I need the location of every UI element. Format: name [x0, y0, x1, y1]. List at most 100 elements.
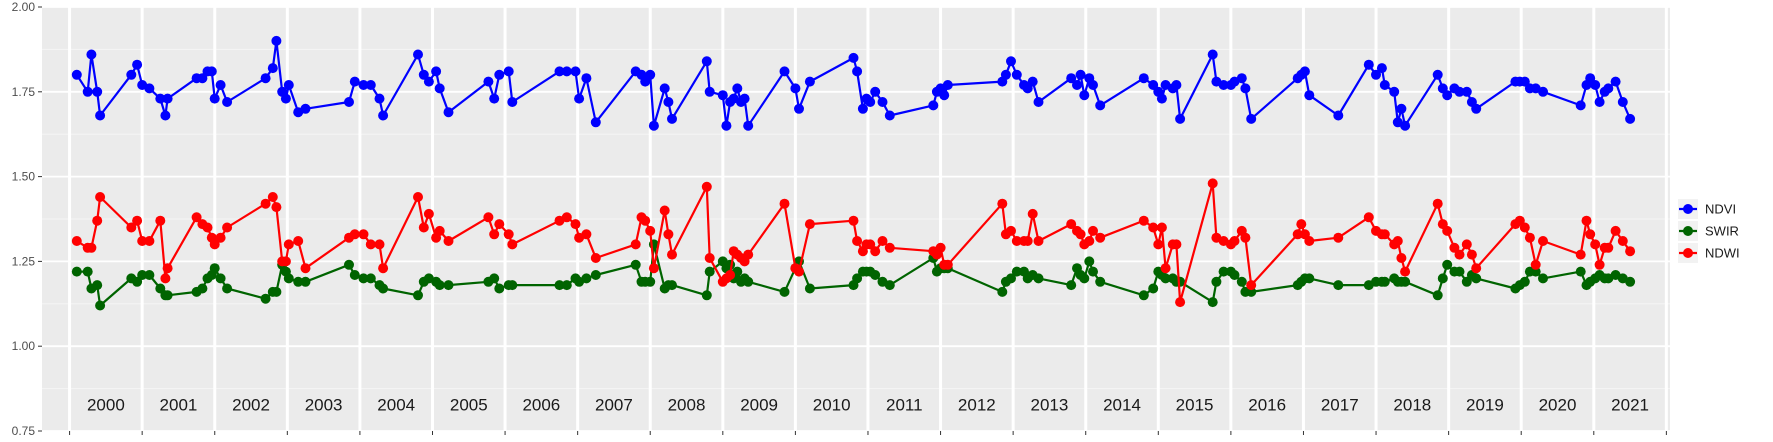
ndwi-point [630, 239, 641, 250]
ndwi-point [191, 212, 202, 223]
ndvi-point [1625, 113, 1636, 124]
ndvi-point [645, 69, 656, 80]
swir-point [701, 290, 712, 301]
series-ndwi [71, 178, 1636, 308]
ndvi-point [743, 120, 754, 131]
ndvi-point [1363, 59, 1374, 70]
ndvi-point [574, 93, 585, 104]
y-tick-label: 2.00 [12, 0, 36, 14]
ndwi-point [1471, 263, 1482, 274]
ndvi-point [1246, 113, 1257, 124]
ndvi-point [1379, 80, 1390, 90]
ndwi-point [365, 239, 376, 250]
ndwi-point [804, 219, 815, 230]
ndwi-point [1524, 232, 1535, 243]
ndwi-point [413, 192, 423, 202]
ndvi-point [1148, 80, 1159, 90]
ndvi-point [1610, 76, 1621, 87]
ndvi-point [358, 80, 369, 90]
ndvi-point [144, 83, 155, 94]
ndwi-point [1333, 232, 1344, 243]
ndwi-point [160, 273, 171, 284]
swir-point [1454, 266, 1465, 277]
ndvi-point [503, 66, 514, 77]
swir-point [667, 280, 677, 291]
swir-point [365, 273, 376, 284]
ndwi-point [267, 192, 278, 202]
ndvi-point [1396, 103, 1407, 114]
ndwi-point [659, 205, 670, 216]
ndvi-point [667, 113, 677, 124]
ndvi-point [283, 80, 294, 90]
ndvi-point [267, 63, 278, 74]
ndvi-point [1603, 83, 1614, 94]
ndvi-point [790, 83, 801, 94]
ndwi-point [848, 215, 859, 226]
ndwi-point [144, 236, 155, 246]
ndwi-point [1585, 229, 1596, 240]
ndvi-point [704, 86, 715, 97]
ndwi-point [86, 242, 97, 253]
swir-point [581, 273, 592, 284]
ndwi-point [1006, 225, 1016, 236]
ndwi-point [1442, 225, 1453, 236]
ndvi-point [82, 86, 93, 97]
ndvi-point [870, 86, 881, 97]
swir-point [997, 286, 1008, 297]
ndvi-point [570, 66, 581, 77]
swir-point [561, 280, 572, 291]
ndvi-point [215, 80, 226, 90]
ndvi-point [1590, 80, 1601, 90]
swir-point [1229, 270, 1240, 280]
ndwi-point [1095, 232, 1106, 243]
ndvi-point [126, 69, 137, 80]
year-label: 2007 [595, 396, 633, 415]
year-label: 2002 [232, 396, 270, 415]
ndwi-point [1379, 229, 1390, 240]
legend-label: NDWI [1705, 246, 1740, 261]
swir-point [852, 273, 863, 284]
ndwi-point [561, 212, 572, 223]
ndvi-point [1066, 73, 1077, 84]
ndvi-point [349, 76, 360, 87]
ndwi-point [701, 181, 712, 192]
ndwi-point [293, 236, 304, 246]
ndwi-point [92, 215, 103, 226]
swir-point [132, 276, 143, 287]
swir-point [144, 270, 155, 280]
swir-point [358, 273, 369, 284]
swir-point [349, 270, 360, 280]
ndvi-point [1333, 110, 1344, 121]
ndwi-point [358, 229, 369, 240]
y-tick-label: 1.25 [12, 254, 36, 268]
ndwi-point [374, 239, 385, 250]
year-label: 2011 [886, 396, 923, 415]
y-tick-label: 1.00 [12, 339, 36, 353]
ndwi-point [271, 202, 282, 213]
ndvi-point [86, 49, 97, 60]
ndwi-point [162, 263, 173, 274]
ndvi-point [648, 120, 659, 131]
swir-point [283, 273, 294, 284]
swir-point [215, 273, 226, 284]
ndvi-point [1304, 90, 1315, 101]
ndwi-point [1148, 222, 1159, 233]
year-label: 2009 [740, 396, 778, 415]
ndwi-point [743, 249, 754, 260]
legend-key-marker [1683, 204, 1693, 214]
swir-point [1138, 290, 1149, 301]
swir-point [554, 280, 565, 291]
swir-point [1575, 266, 1586, 277]
ndwi-point [884, 242, 895, 253]
ndvi-point [1240, 83, 1251, 94]
ndwi-point [1432, 198, 1443, 209]
ndwi-point [1240, 232, 1251, 243]
ndvi-point [260, 73, 271, 84]
ndvi-point [1299, 66, 1310, 77]
ndvi-point [162, 93, 173, 104]
ndvi-point [739, 93, 750, 104]
ndwi-point [1530, 259, 1541, 270]
swir-point [1461, 276, 1472, 287]
swir-point [590, 270, 601, 280]
ndwi-point [648, 263, 659, 274]
